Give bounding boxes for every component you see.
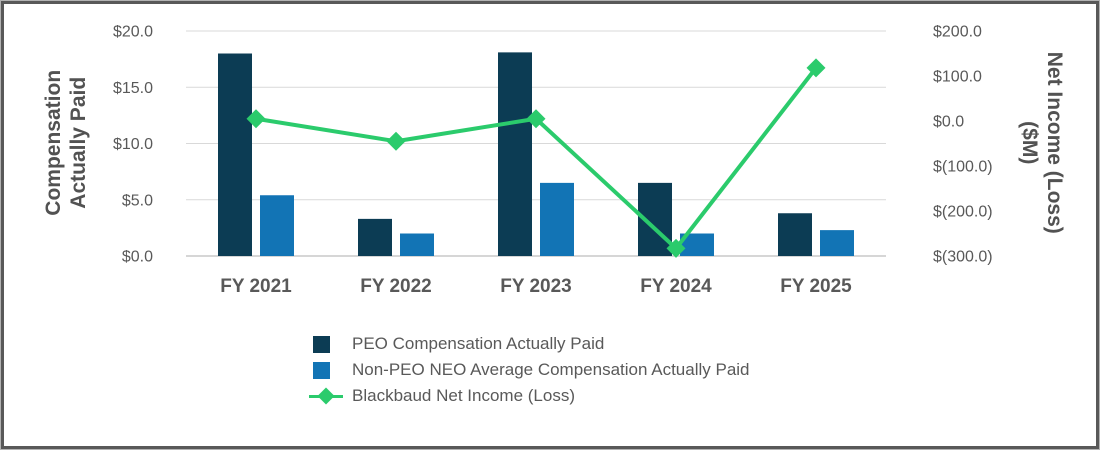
legend-item-net-income: Blackbaud Net Income (Loss) xyxy=(309,386,750,405)
bar-peo-4 xyxy=(778,213,812,256)
left-axis-tick-label: $0.0 xyxy=(122,249,153,266)
left-axis-tick-label: $10.0 xyxy=(113,136,153,153)
legend-color-swatch xyxy=(313,335,330,353)
x-axis-category-label: FY 2021 xyxy=(220,276,292,297)
x-axis-category-label: FY 2022 xyxy=(360,276,431,297)
legend-diamond-marker xyxy=(317,387,335,405)
legend-item-non-peo-neo: Non-PEO NEO Average Compensation Actuall… xyxy=(309,360,750,379)
left-axis-tick-label: $20.0 xyxy=(113,24,153,41)
right-axis-tick-label: $(200.0) xyxy=(933,204,993,221)
right-axis-tick-label: $100.0 xyxy=(933,69,982,86)
legend-label: PEO Compensation Actually Paid xyxy=(352,334,605,353)
net-income-marker-0 xyxy=(246,109,266,129)
right-axis-tick-label: $(300.0) xyxy=(933,249,993,266)
legend-line-diamond-icon xyxy=(309,387,343,405)
bar-non-peo-neo-2 xyxy=(540,182,574,256)
x-axis-category-label: FY 2023 xyxy=(500,276,571,297)
legend-square-swatch-icon xyxy=(309,335,343,353)
bar-peo-0 xyxy=(218,53,252,256)
bar-non-peo-neo-3 xyxy=(680,233,714,256)
right-axis-tick-label: $200.0 xyxy=(933,24,982,41)
bar-non-peo-neo-4 xyxy=(820,230,854,256)
legend-item-peo: PEO Compensation Actually Paid xyxy=(309,334,750,353)
legend-square-swatch-icon xyxy=(309,361,343,379)
bar-peo-1 xyxy=(358,218,392,256)
bar-non-peo-neo-1 xyxy=(400,233,434,256)
bar-peo-2 xyxy=(498,52,532,256)
bar-non-peo-neo-0 xyxy=(260,195,294,256)
legend-color-swatch xyxy=(313,361,330,379)
legend-label: Non-PEO NEO Average Compensation Actuall… xyxy=(352,360,750,379)
x-axis-category-label: FY 2025 xyxy=(780,276,852,297)
net-income-line xyxy=(255,66,818,251)
legend-label: Blackbaud Net Income (Loss) xyxy=(352,386,575,405)
net-income-marker-2 xyxy=(526,109,546,129)
net-income-marker-3 xyxy=(666,238,686,258)
right-axis-tick-label: $0.0 xyxy=(933,114,964,131)
x-axis-category-label: FY 2024 xyxy=(640,276,712,297)
left-axis-tick-label: $15.0 xyxy=(113,80,153,97)
net-income-marker-1 xyxy=(386,131,406,151)
chart-legend: PEO Compensation Actually Paid Non-PEO NE… xyxy=(309,334,750,405)
right-axis-tick-label: $(100.0) xyxy=(933,159,993,176)
net-income-marker-4 xyxy=(806,58,826,78)
left-axis-tick-label: $5.0 xyxy=(122,192,153,209)
